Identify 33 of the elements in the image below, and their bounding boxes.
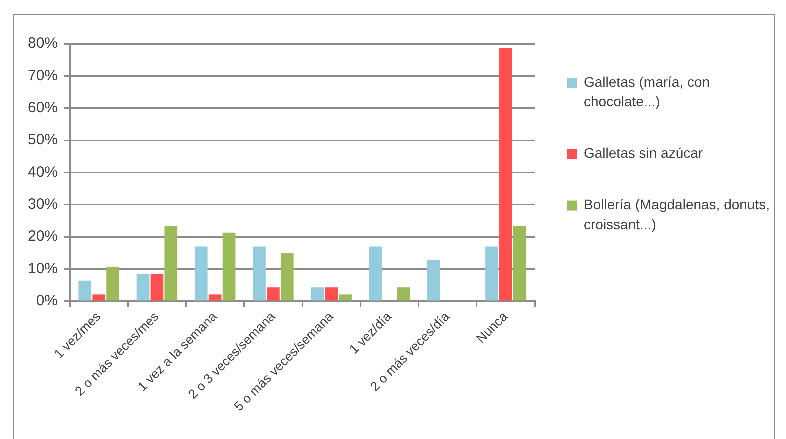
y-tick-label: 50%: [28, 132, 58, 149]
bar: [164, 226, 178, 301]
bar: [208, 294, 222, 301]
bar: [427, 260, 440, 301]
bar: [194, 246, 208, 301]
bar: [325, 288, 338, 301]
bar: [500, 48, 512, 301]
bar: [78, 280, 92, 301]
bar: [136, 274, 150, 301]
bar: [486, 246, 498, 301]
bar: [513, 226, 526, 301]
bar: [339, 294, 352, 301]
legend-label: Bollería (Magdalenas, donuts, croissant...): [584, 196, 770, 232]
bar: [369, 246, 382, 301]
y-tick-label: 20%: [28, 228, 58, 246]
bar: [222, 232, 236, 301]
legend-label: Galletas (maría, con chocolate...): [584, 74, 710, 110]
bar: [92, 294, 106, 301]
bar: [267, 288, 280, 301]
bar: [106, 267, 120, 301]
y-tick-label: 10%: [28, 260, 58, 278]
bar: [150, 274, 164, 301]
legend-label: Galletas sin azúcar: [584, 145, 704, 162]
y-tick-label: 0%: [36, 292, 58, 310]
bar: [280, 253, 294, 301]
y-tick-label: 70%: [28, 67, 58, 84]
bar: [311, 288, 324, 301]
y-tick-label: 30%: [28, 196, 58, 214]
bar: [253, 246, 266, 301]
y-tick-label: 60%: [28, 100, 58, 116]
y-tick-label: 80%: [28, 35, 58, 52]
bar: [397, 288, 410, 301]
y-tick-label: 40%: [28, 164, 58, 181]
